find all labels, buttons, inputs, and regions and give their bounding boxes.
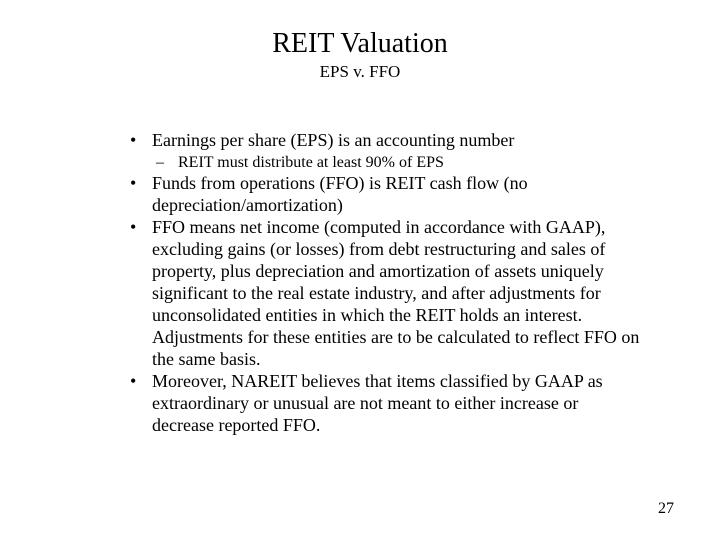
bullet-list: Earnings per share (EPS) is an accountin… [128,130,640,437]
page-title: REIT Valuation [60,28,660,60]
list-item: Funds from operations (FFO) is REIT cash… [128,173,640,217]
list-item: Earnings per share (EPS) is an accountin… [128,130,640,172]
bullet-text: Earnings per share (EPS) is an accountin… [152,130,514,150]
sub-list-item: REIT must distribute at least 90% of EPS [152,153,640,172]
list-item: Moreover, NAREIT believes that items cla… [128,371,640,437]
page-number: 27 [658,500,674,518]
sub-bullet-list: REIT must distribute at least 90% of EPS [152,153,640,172]
bullet-text: Funds from operations (FFO) is REIT cash… [152,173,528,215]
bullet-text: Moreover, NAREIT believes that items cla… [152,371,603,435]
page-subtitle: EPS v. FFO [60,62,660,82]
list-item: FFO means net income (computed in accord… [128,217,640,371]
bullet-text: FFO means net income (computed in accord… [152,217,639,369]
content-area: Earnings per share (EPS) is an accountin… [60,130,660,437]
sub-bullet-text: REIT must distribute at least 90% of EPS [178,154,444,171]
